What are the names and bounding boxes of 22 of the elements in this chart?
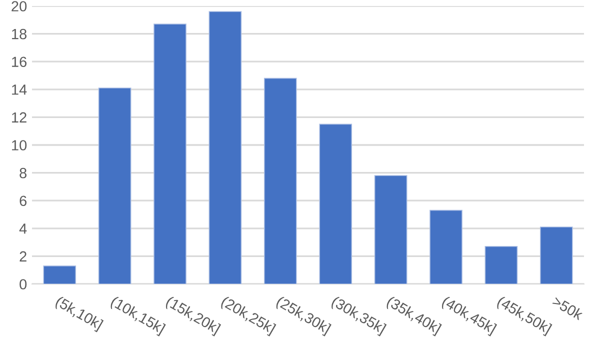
y-tick-label: 4 [19,224,27,234]
bar [319,124,352,284]
y-tick-label: 2 [20,251,26,262]
x-tick-label: >50k [552,295,584,320]
y-tick-label: 10 [12,140,27,150]
bar [43,266,76,284]
y-tick-label: 14 [12,84,27,95]
bar [154,24,186,284]
bar [430,210,462,284]
y-tick-label: 12 [12,112,26,122]
y-tick-label: 8 [20,168,27,178]
bar [374,175,408,284]
bar [484,246,518,284]
y-tick-label: 0 [20,279,27,290]
bar [98,88,132,284]
bar [540,226,573,284]
bar [264,78,297,284]
y-tick-label: 16 [12,56,26,68]
y-tick-label: 18 [12,28,27,40]
bar [208,11,242,284]
y-tick-label: 20 [12,1,27,12]
y-tick-label: 6 [20,196,26,206]
